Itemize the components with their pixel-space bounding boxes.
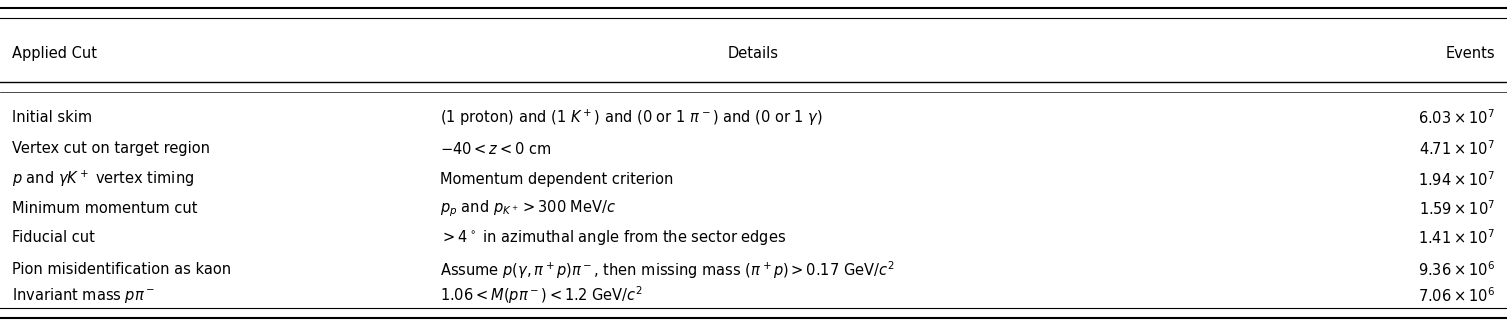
Text: Initial skim: Initial skim [12,110,92,125]
Text: $p$ and $\gamma K^+$ vertex timing: $p$ and $\gamma K^+$ vertex timing [12,169,194,189]
Text: Minimum momentum cut: Minimum momentum cut [12,201,197,216]
Text: $1.59 \times 10^7$: $1.59 \times 10^7$ [1418,199,1495,218]
Text: $1.06 < M(p\pi^-) < 1.2$ GeV/$c^2$: $1.06 < M(p\pi^-) < 1.2$ GeV/$c^2$ [440,285,643,307]
Text: $6.03 \times 10^7$: $6.03 \times 10^7$ [1418,109,1495,127]
Text: Assume $p(\gamma, \pi^+ p)\pi^-$, then missing mass $(\pi^+ p) > 0.17$ GeV/$c^2$: Assume $p(\gamma, \pi^+ p)\pi^-$, then m… [440,259,895,281]
Text: Momentum dependent criterion: Momentum dependent criterion [440,172,674,187]
Text: $1.94 \times 10^7$: $1.94 \times 10^7$ [1418,170,1495,189]
Text: $p_p$ and $p_{K^+} > 300$ MeV/$c$: $p_p$ and $p_{K^+} > 300$ MeV/$c$ [440,198,616,219]
Text: Pion misidentification as kaon: Pion misidentification as kaon [12,262,231,277]
Text: Vertex cut on target region: Vertex cut on target region [12,141,209,156]
Text: Fiducial cut: Fiducial cut [12,230,95,245]
Text: Invariant mass $p\pi^-$: Invariant mass $p\pi^-$ [12,286,155,305]
Text: Details: Details [728,46,779,61]
Text: $> 4^\circ$ in azimuthal angle from the sector edges: $> 4^\circ$ in azimuthal angle from the … [440,228,787,247]
Text: $7.06 \times 10^6$: $7.06 \times 10^6$ [1418,286,1495,305]
Text: Applied Cut: Applied Cut [12,46,96,61]
Text: (1 proton) and (1 $K^+$) and (0 or 1 $\pi^-$) and (0 or 1 $\gamma$): (1 proton) and (1 $K^+$) and (0 or 1 $\p… [440,108,823,128]
Text: $1.41 \times 10^7$: $1.41 \times 10^7$ [1418,228,1495,247]
Text: $-40 < z < 0$ cm: $-40 < z < 0$ cm [440,141,552,157]
Text: Events: Events [1445,46,1495,61]
Text: $9.36 \times 10^6$: $9.36 \times 10^6$ [1418,260,1495,279]
Text: $4.71 \times 10^7$: $4.71 \times 10^7$ [1420,139,1495,158]
